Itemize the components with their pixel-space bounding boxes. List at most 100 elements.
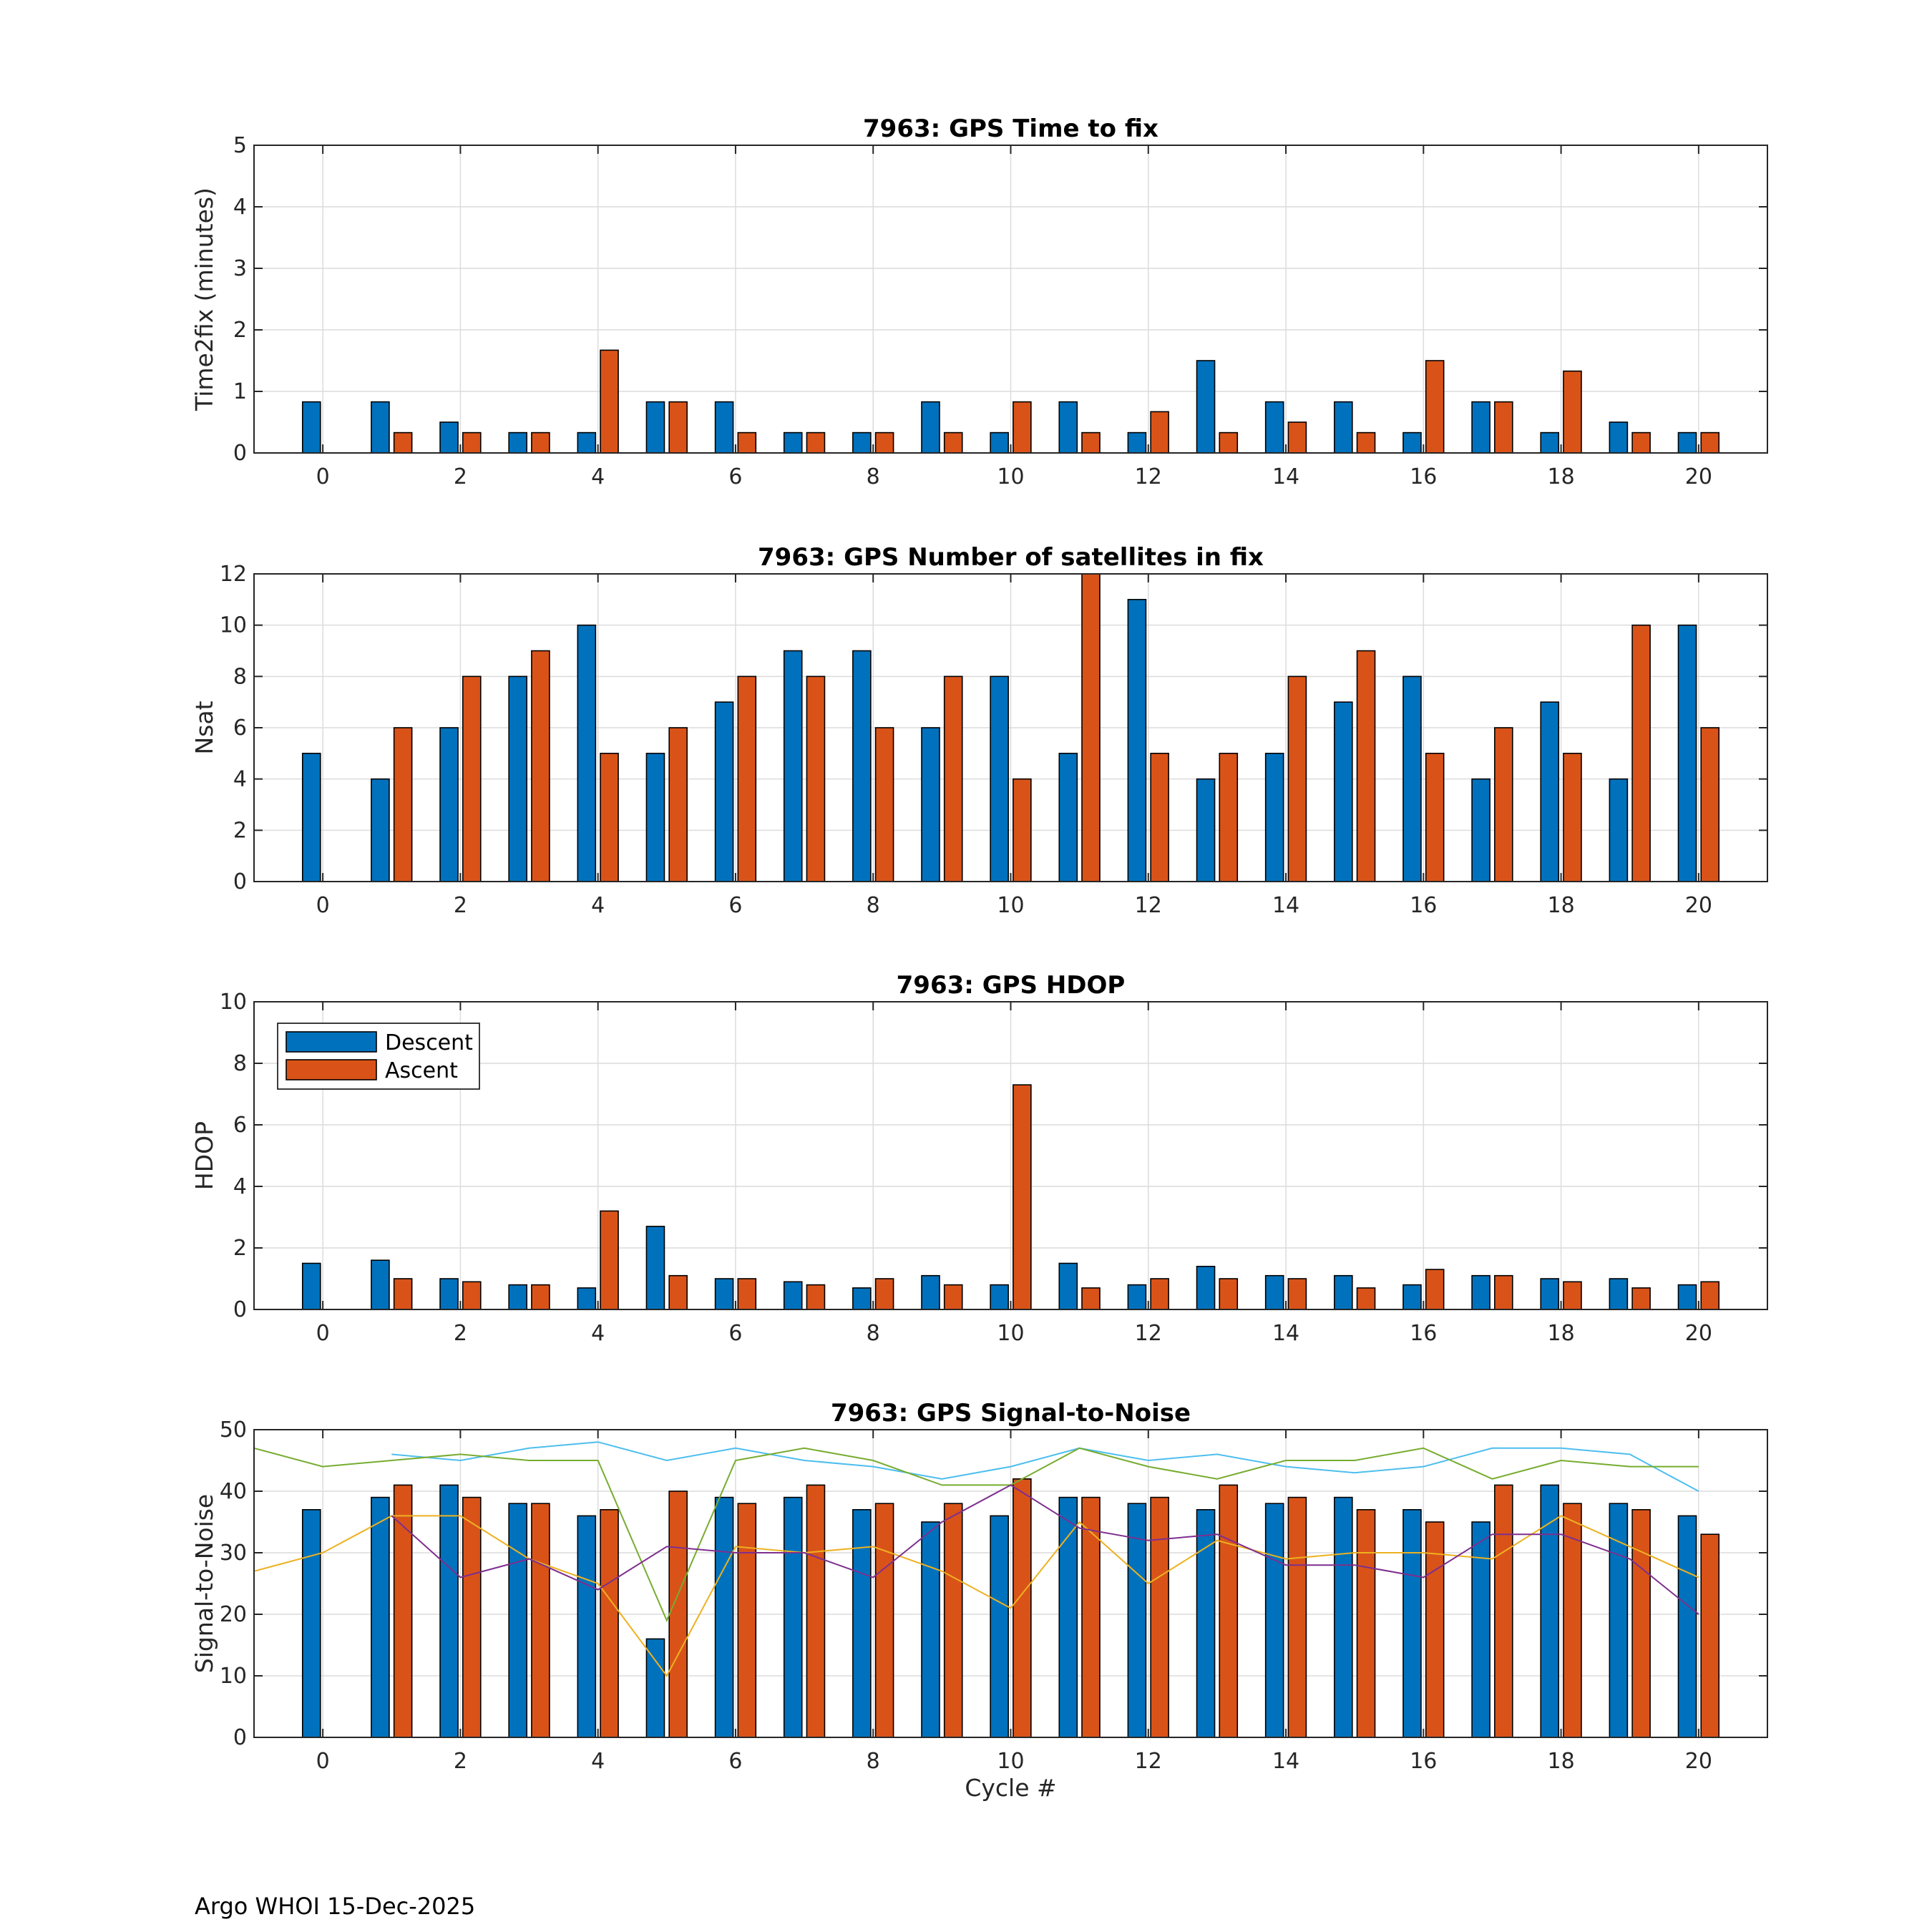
descent-bar-12: [1127, 599, 1147, 882]
ascent-bar-6: [737, 1503, 757, 1738]
legend: Descent Ascent: [277, 1023, 480, 1090]
descent-bar-9: [921, 727, 940, 882]
y-tick-label: 8: [233, 1051, 247, 1076]
x-tick-label: 10: [997, 464, 1024, 489]
ascent-bar-10: [1013, 1478, 1032, 1738]
descent-bar-9: [921, 1274, 940, 1310]
ascent-bar-4: [600, 753, 619, 882]
descent-bar-11: [1058, 401, 1078, 454]
ascent-bar-19: [1631, 1287, 1651, 1310]
legend-swatch-ascent: [286, 1059, 377, 1080]
descent-bar-9: [921, 1521, 940, 1738]
x-tick-label: 12: [1135, 893, 1162, 918]
descent-bar-18: [1540, 1278, 1560, 1310]
chart-title: 7963: GPS Time to fix: [863, 114, 1158, 143]
y-tick-label: 40: [220, 1479, 247, 1504]
x-tick-label: 6: [728, 893, 742, 918]
descent-bar-8: [852, 650, 872, 882]
descent-bar-19: [1609, 1503, 1629, 1738]
descent-bar-0: [301, 1509, 321, 1738]
y-tick-label: 0: [233, 1725, 247, 1750]
descent-bar-5: [645, 753, 665, 882]
descent-bar-12: [1127, 431, 1147, 454]
descent-bar-20: [1677, 624, 1697, 882]
ascent-bar-20: [1700, 1281, 1720, 1310]
ascent-bar-16: [1425, 753, 1445, 882]
descent-bar-10: [990, 1284, 1009, 1310]
x-tick-label: 20: [1685, 1749, 1712, 1774]
ascent-bar-7: [806, 1484, 826, 1738]
x-tick-label: 20: [1685, 1321, 1712, 1346]
descent-bar-1: [371, 1496, 390, 1738]
descent-bar-4: [577, 431, 597, 454]
descent-bar-8: [852, 1287, 872, 1310]
ascent-bar-13: [1219, 753, 1239, 882]
ascent-bar-12: [1150, 1278, 1169, 1310]
ascent-bar-11: [1081, 1287, 1101, 1310]
ascent-bar-9: [943, 431, 963, 454]
y-tick-label: 4: [233, 195, 247, 220]
footer-text: Argo WHOI 15-Dec-2025: [195, 1893, 476, 1920]
ascent-bar-5: [668, 1274, 688, 1310]
descent-bar-9: [921, 401, 940, 454]
ascent-bar-9: [943, 1503, 963, 1738]
x-tick-label: 2: [454, 893, 467, 918]
descent-bar-2: [439, 421, 459, 454]
descent-bar-1: [371, 401, 390, 454]
y-tick-label: 50: [220, 1418, 247, 1443]
descent-bar-5: [645, 1226, 665, 1310]
descent-bar-6: [714, 701, 734, 882]
descent-bar-8: [852, 1509, 872, 1738]
x-tick-label: 6: [728, 464, 742, 489]
snr-max-line: [391, 1441, 1699, 1492]
ascent-bar-16: [1425, 1521, 1445, 1738]
descent-bar-19: [1609, 1278, 1629, 1310]
x-tick-label: 0: [316, 1749, 330, 1774]
ascent-bar-2: [462, 675, 482, 882]
descent-bar-4: [577, 1515, 597, 1738]
y-tick-label: 2: [233, 318, 247, 343]
x-tick-label: 4: [591, 1321, 605, 1346]
descent-bar-6: [714, 1496, 734, 1738]
descent-bar-16: [1402, 431, 1422, 454]
descent-bar-15: [1334, 1274, 1353, 1310]
y-tick-label: 20: [220, 1602, 247, 1627]
ascent-bar-16: [1425, 1269, 1445, 1310]
descent-bar-3: [508, 675, 527, 882]
y-tick-label: 4: [233, 767, 247, 792]
x-tick-label: 18: [1547, 1321, 1574, 1346]
ascent-bar-15: [1356, 1287, 1376, 1310]
descent-bar-10: [990, 1515, 1009, 1738]
ascent-bar-5: [668, 1491, 688, 1738]
descent-bar-11: [1058, 1262, 1078, 1310]
descent-bar-15: [1334, 1496, 1353, 1738]
ascent-bar-19: [1631, 431, 1651, 454]
descent-bar-13: [1196, 778, 1216, 882]
x-tick-label: 6: [728, 1321, 742, 1346]
ascent-bar-11: [1081, 1496, 1101, 1738]
ascent-bar-14: [1287, 675, 1307, 882]
x-tick-label: 8: [867, 893, 880, 918]
ascent-bar-7: [806, 431, 826, 454]
ascent-bar-2: [462, 1496, 482, 1738]
descent-bar-20: [1677, 1515, 1697, 1738]
x-axis-label: Cycle #: [965, 1774, 1056, 1802]
y-tick-label: 12: [220, 562, 247, 587]
ascent-bar-13: [1219, 431, 1239, 454]
descent-bar-1: [371, 778, 390, 882]
descent-bar-2: [439, 1278, 459, 1310]
x-tick-label: 0: [316, 893, 330, 918]
ascent-bar-1: [393, 1278, 413, 1310]
ascent-bar-12: [1150, 411, 1169, 454]
y-tick-label: 2: [233, 1236, 247, 1261]
y-tick-label: 8: [233, 664, 247, 689]
y-tick-label: 4: [233, 1174, 247, 1199]
descent-bar-14: [1264, 1274, 1284, 1310]
y-axis-label: Nsat: [190, 701, 218, 754]
ascent-bar-19: [1631, 1509, 1651, 1738]
x-tick-label: 6: [728, 1749, 742, 1774]
chart-panel-3: 0 2 4 6 8 10 12 14 16 18 20 0 2 4 6 8 10 7963: GPS HDOP HD…: [190, 971, 1768, 1346]
descent-bar-6: [714, 401, 734, 454]
descent-bar-17: [1471, 778, 1491, 882]
descent-bar-11: [1058, 753, 1078, 882]
